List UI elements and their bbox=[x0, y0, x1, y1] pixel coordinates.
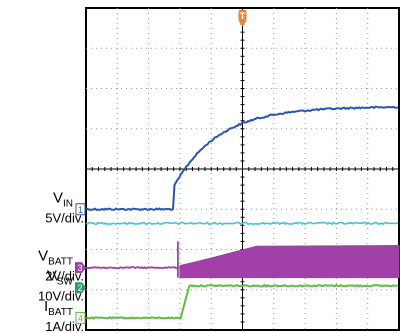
channel-marker-2 bbox=[75, 282, 86, 294]
channel-name-3: VBATT bbox=[38, 248, 73, 268]
grid bbox=[85, 7, 400, 331]
plot-area: T 1 3 2 4 bbox=[75, 7, 400, 331]
trace-ibatt bbox=[85, 283, 399, 320]
channel-name-2: VSW bbox=[47, 268, 74, 288]
channel-marker-label-4: 4 bbox=[78, 313, 83, 323]
channel-markers: T 1 3 2 4 bbox=[75, 10, 247, 324]
channel-marker-label-2: 2 bbox=[77, 283, 82, 293]
trace-vin bbox=[85, 105, 399, 212]
channel-marker-label-1: 1 bbox=[78, 205, 83, 215]
trace-vbatt-pre bbox=[85, 266, 180, 270]
channel-scale-1: 5V/div. bbox=[45, 210, 84, 225]
channel-scale-3: 2V/div. bbox=[45, 269, 84, 284]
channel-name-4: IBATT bbox=[44, 298, 73, 318]
trigger-marker-pointer bbox=[238, 21, 247, 26]
channel-marker-3 bbox=[75, 262, 86, 274]
channel-marker-label-3: 3 bbox=[77, 263, 82, 273]
channel-name-1: VIN bbox=[53, 189, 73, 209]
channel-scale-2: 10V/div. bbox=[38, 289, 84, 304]
trace-vbatt-switching-band bbox=[179, 244, 400, 279]
trace-cyan bbox=[85, 221, 399, 226]
channel-marker-4 bbox=[75, 311, 86, 324]
traces bbox=[85, 105, 400, 320]
trigger-marker bbox=[238, 10, 247, 21]
trigger-marker-label: T bbox=[240, 11, 246, 21]
channel-marker-1 bbox=[75, 203, 86, 216]
channel-scale-4: 1A/div. bbox=[45, 319, 84, 333]
